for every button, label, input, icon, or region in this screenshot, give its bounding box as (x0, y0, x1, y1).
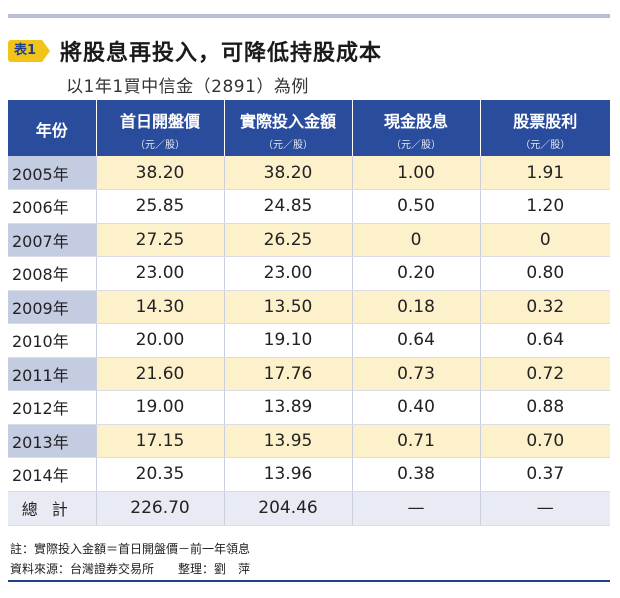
table-row: 2007年 27.25 26.25 0 0 (8, 223, 610, 257)
dividend-table: 年份 首日開盤價 （元／股） 實際投入金額 （元／股） 現金股息 （元／股） 股票股利… (8, 100, 610, 526)
header-unit: （元／股） (135, 139, 185, 151)
cell-actual-investment-total: 204.46 (223, 491, 352, 526)
tag-pointer-icon (42, 40, 51, 62)
table-number-tag: 表1 (8, 40, 43, 62)
top-divider (8, 14, 610, 18)
table-row: 2006年 25.85 24.85 0.50 1.20 (8, 189, 610, 224)
cell-open-price: 21.60 (95, 357, 224, 391)
header-unit: （元／股） (263, 139, 313, 151)
source-note: 資料來源：台灣證券交易所 整理：劉 萍 (10, 562, 251, 576)
cell-open-price: 25.85 (95, 189, 224, 224)
cell-year: 2012年 (8, 390, 96, 425)
cell-open-price: 14.30 (95, 290, 224, 324)
data-table-container: 年份 首日開盤價 （元／股） 實際投入金額 （元／股） 現金股息 （元／股） 股票股利… (8, 100, 610, 526)
cell-cash-dividend: 0.73 (351, 357, 480, 391)
header-year: 年份 (35, 121, 68, 140)
header-open-price: 首日開盤價 （元／股） (95, 100, 224, 156)
header-actual-investment: 實際投入金額 （元／股） (223, 100, 352, 156)
cell-open-price-total: 226.70 (95, 491, 224, 526)
cell-year: 2011年 (8, 357, 96, 391)
footnote: 註：實際投入金額＝首日開盤價－前一年領息 (10, 542, 251, 556)
cell-year: 2010年 (8, 323, 96, 358)
table-row: 2011年 21.60 17.76 0.73 0.72 (8, 357, 610, 391)
table-row: 2013年 17.15 13.95 0.71 0.70 (8, 424, 610, 458)
cell-stock-dividend: 1.91 (479, 156, 610, 190)
table-row: 2014年 20.35 13.96 0.38 0.37 (8, 457, 610, 492)
cell-actual-investment: 26.25 (223, 223, 352, 257)
cell-stock-dividend: 0 (479, 223, 610, 257)
cell-open-price: 38.20 (95, 156, 224, 190)
header-cash-dividend: 現金股息 （元／股） (351, 100, 480, 156)
table-subtitle: 以1年1買中信金（2891）為例 (66, 77, 309, 97)
table-row: 2005年 38.20 38.20 1.00 1.91 (8, 156, 610, 190)
cell-open-price: 27.25 (95, 223, 224, 257)
cell-cash-dividend: 0.38 (351, 457, 480, 492)
cell-open-price: 23.00 (95, 256, 224, 291)
cell-year: 2009年 (8, 290, 96, 324)
cell-stock-dividend: 0.88 (479, 390, 610, 425)
cell-year: 2007年 (8, 223, 96, 257)
cell-cash-dividend-total: — (351, 491, 480, 526)
cell-open-price: 19.00 (95, 390, 224, 425)
cell-stock-dividend: 0.72 (479, 357, 610, 391)
header-unit: （元／股） (520, 139, 571, 151)
cell-stock-dividend: 0.70 (479, 424, 610, 458)
cell-cash-dividend: 0.20 (351, 256, 480, 291)
table-row: 2008年 23.00 23.00 0.20 0.80 (8, 256, 610, 291)
title-row: 表1 將股息再投入，可降低持股成本 (8, 38, 383, 66)
header-unit: （元／股） (391, 139, 441, 151)
cell-actual-investment: 13.89 (223, 390, 352, 425)
cell-cash-dividend: 0.40 (351, 390, 480, 425)
table-body: 2005年 38.20 38.20 1.00 1.91 2006年 25.85 24.85 0.… (8, 156, 610, 526)
cell-cash-dividend: 1.00 (351, 156, 480, 190)
table-row: 2012年 19.00 13.89 0.40 0.88 (8, 390, 610, 425)
bottom-divider (8, 580, 610, 582)
cell-actual-investment: 23.00 (223, 256, 352, 291)
cell-year: 2008年 (8, 256, 96, 291)
table-row: 2010年 20.00 19.10 0.64 0.64 (8, 323, 610, 358)
header-row: 年份 首日開盤價 （元／股） 實際投入金額 （元／股） 現金股息 （元／股） 股票股利… (8, 100, 610, 156)
cell-actual-investment: 13.96 (223, 457, 352, 492)
cell-year: 2013年 (8, 424, 96, 458)
cell-open-price: 20.35 (95, 457, 224, 492)
cell-year: 2014年 (8, 457, 96, 492)
cell-open-price: 17.15 (95, 424, 224, 458)
cell-cash-dividend: 0.18 (351, 290, 480, 324)
cell-actual-investment: 24.85 (223, 189, 352, 224)
cell-stock-dividend: 0.37 (479, 457, 610, 492)
cell-year: 2005年 (8, 156, 96, 190)
cell-cash-dividend: 0.71 (351, 424, 480, 458)
total-label: 總計 (8, 491, 96, 526)
cell-open-price: 20.00 (95, 323, 224, 358)
cell-actual-investment: 19.10 (223, 323, 352, 358)
cell-actual-investment: 13.95 (223, 424, 352, 458)
cell-stock-dividend: 0.80 (479, 256, 610, 291)
cell-actual-investment: 17.76 (223, 357, 352, 391)
cell-cash-dividend: 0 (351, 223, 480, 257)
cell-actual-investment: 13.50 (223, 290, 352, 324)
cell-cash-dividend: 0.50 (351, 189, 480, 224)
cell-stock-dividend-total: — (479, 491, 610, 526)
cell-stock-dividend: 0.64 (479, 323, 610, 358)
header-stock-dividend: 股票股利 （元／股） (479, 100, 610, 156)
cell-cash-dividend: 0.64 (351, 323, 480, 358)
table-row: 2009年 14.30 13.50 0.18 0.32 (8, 290, 610, 324)
cell-stock-dividend: 1.20 (479, 189, 610, 224)
table-title: 將股息再投入，可降低持股成本 (60, 41, 383, 66)
cell-stock-dividend: 0.32 (479, 290, 610, 324)
cell-actual-investment: 38.20 (223, 156, 352, 190)
table-header: 年份 首日開盤價 （元／股） 實際投入金額 （元／股） 現金股息 （元／股） 股票股利… (8, 100, 610, 156)
cell-year: 2006年 (8, 189, 96, 224)
total-row: 總計 226.70 204.46— — (8, 491, 610, 526)
